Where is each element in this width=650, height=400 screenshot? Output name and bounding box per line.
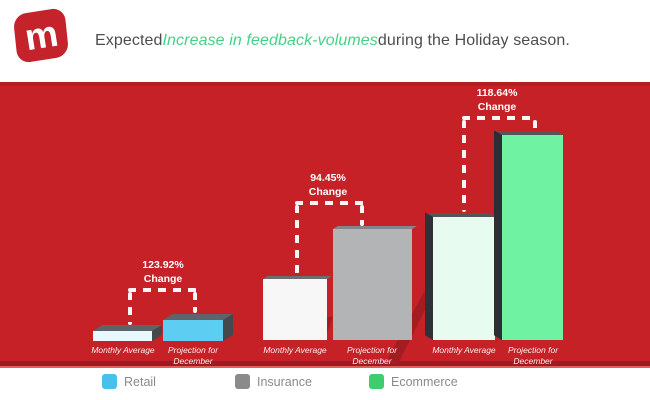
bar-insurance-projection-december bbox=[333, 229, 412, 340]
bar-label-ecommerce-projection: Projection for December bbox=[507, 345, 559, 367]
bar-ecommerce-projection-side bbox=[494, 130, 502, 340]
change-bracket-insurance-left bbox=[295, 205, 299, 275]
bar-ecommerce-monthly-side bbox=[425, 212, 433, 340]
bar-retail-monthly-average bbox=[93, 331, 152, 341]
title-suffix: during the Holiday season. bbox=[377, 32, 570, 49]
change-bracket-insurance-right bbox=[360, 205, 364, 226]
panel-top-edge bbox=[0, 82, 650, 86]
change-bracket-ecommerce-right bbox=[533, 120, 537, 132]
legend-label-ecommerce: Ecommerce bbox=[391, 375, 458, 389]
change-label-insurance: 94.45% Change bbox=[308, 172, 348, 199]
legend-swatch-insurance bbox=[235, 374, 250, 389]
bar-ecommerce-monthly-average bbox=[433, 217, 495, 340]
bar-label-insurance-monthly: Monthly Average bbox=[263, 345, 327, 355]
change-bracket-retail bbox=[128, 288, 197, 292]
change-bracket-ecommerce bbox=[462, 116, 537, 120]
change-bracket-insurance bbox=[295, 201, 364, 205]
legend-label-insurance: Insurance bbox=[257, 375, 312, 389]
brand-logo: m bbox=[12, 7, 70, 64]
title-prefix: Expected bbox=[95, 32, 163, 49]
change-label-ecommerce: 118.64% Change bbox=[476, 87, 518, 114]
brand-logo-letter: m bbox=[21, 12, 61, 59]
bar-label-ecommerce-monthly: Monthly Average bbox=[432, 345, 496, 355]
legend-swatch-ecommerce bbox=[369, 374, 384, 389]
bar-label-retail-monthly: Monthly Average bbox=[91, 345, 155, 355]
page-title: Expected Increase in feedback-volumes du… bbox=[95, 0, 570, 82]
panel-bottom-edge bbox=[0, 361, 650, 366]
change-bracket-retail-right bbox=[193, 292, 197, 313]
bar-retail-projection-december bbox=[163, 320, 223, 341]
change-label-retail: 123.92% Change bbox=[142, 259, 184, 286]
change-bracket-ecommerce-left bbox=[462, 120, 466, 212]
legend-swatch-retail bbox=[102, 374, 117, 389]
change-bracket-retail-left bbox=[128, 292, 132, 325]
panel-bottom-highlight bbox=[0, 366, 650, 368]
header: m Expected Increase in feedback-volumes … bbox=[0, 0, 650, 82]
bar-label-retail-projection: Projection for December bbox=[167, 345, 219, 367]
bar-label-insurance-projection: Projection for December bbox=[346, 345, 398, 367]
legend-label-retail: Retail bbox=[124, 375, 156, 389]
bar-insurance-monthly-average bbox=[263, 279, 327, 340]
bar-ecommerce-projection-december bbox=[502, 135, 563, 340]
title-highlight: Increase in feedback-volumes bbox=[162, 32, 378, 49]
legend: Retail Insurance Ecommerce bbox=[0, 368, 650, 400]
